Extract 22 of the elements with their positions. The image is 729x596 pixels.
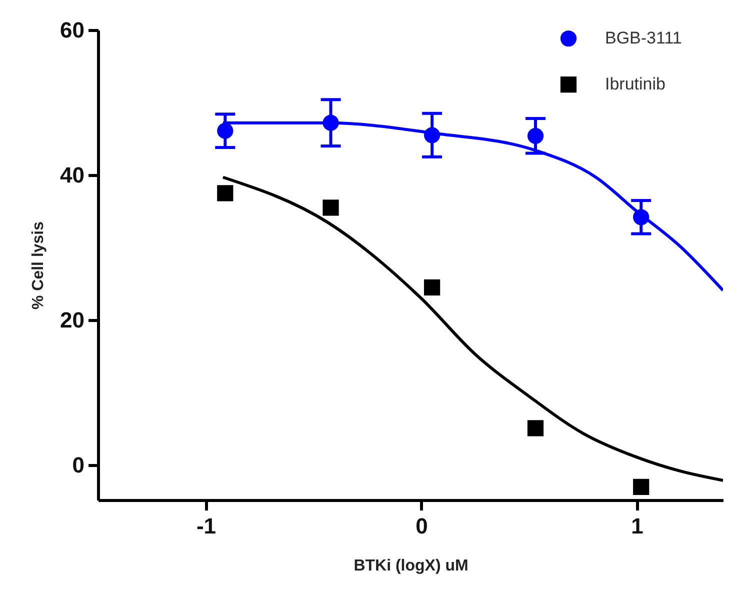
y-tick-label: 0 (72, 452, 84, 478)
y-axis-title: % Cell lysis (30, 221, 48, 310)
point (217, 185, 234, 202)
point (633, 209, 650, 226)
x-tick-label: -1 (196, 514, 216, 538)
y-tick-label: 40 (60, 162, 84, 188)
y-tick-label: 60 (60, 18, 84, 42)
point (527, 420, 544, 436)
y-tick-label: 20 (60, 308, 84, 333)
x-tick-label: 1 (631, 514, 644, 538)
x-axis-title: BTKi (logX) uM (354, 558, 468, 574)
point (217, 122, 234, 139)
line-series (222, 176, 723, 482)
point (633, 478, 650, 496)
x-tick-label: 0 (416, 514, 428, 538)
point (322, 200, 339, 216)
point (424, 279, 440, 296)
point (527, 128, 544, 144)
legend-label: BGB-3111 (605, 28, 682, 48)
point (424, 127, 440, 144)
legend-label: Ibrutinib (605, 74, 666, 94)
point (322, 114, 339, 131)
